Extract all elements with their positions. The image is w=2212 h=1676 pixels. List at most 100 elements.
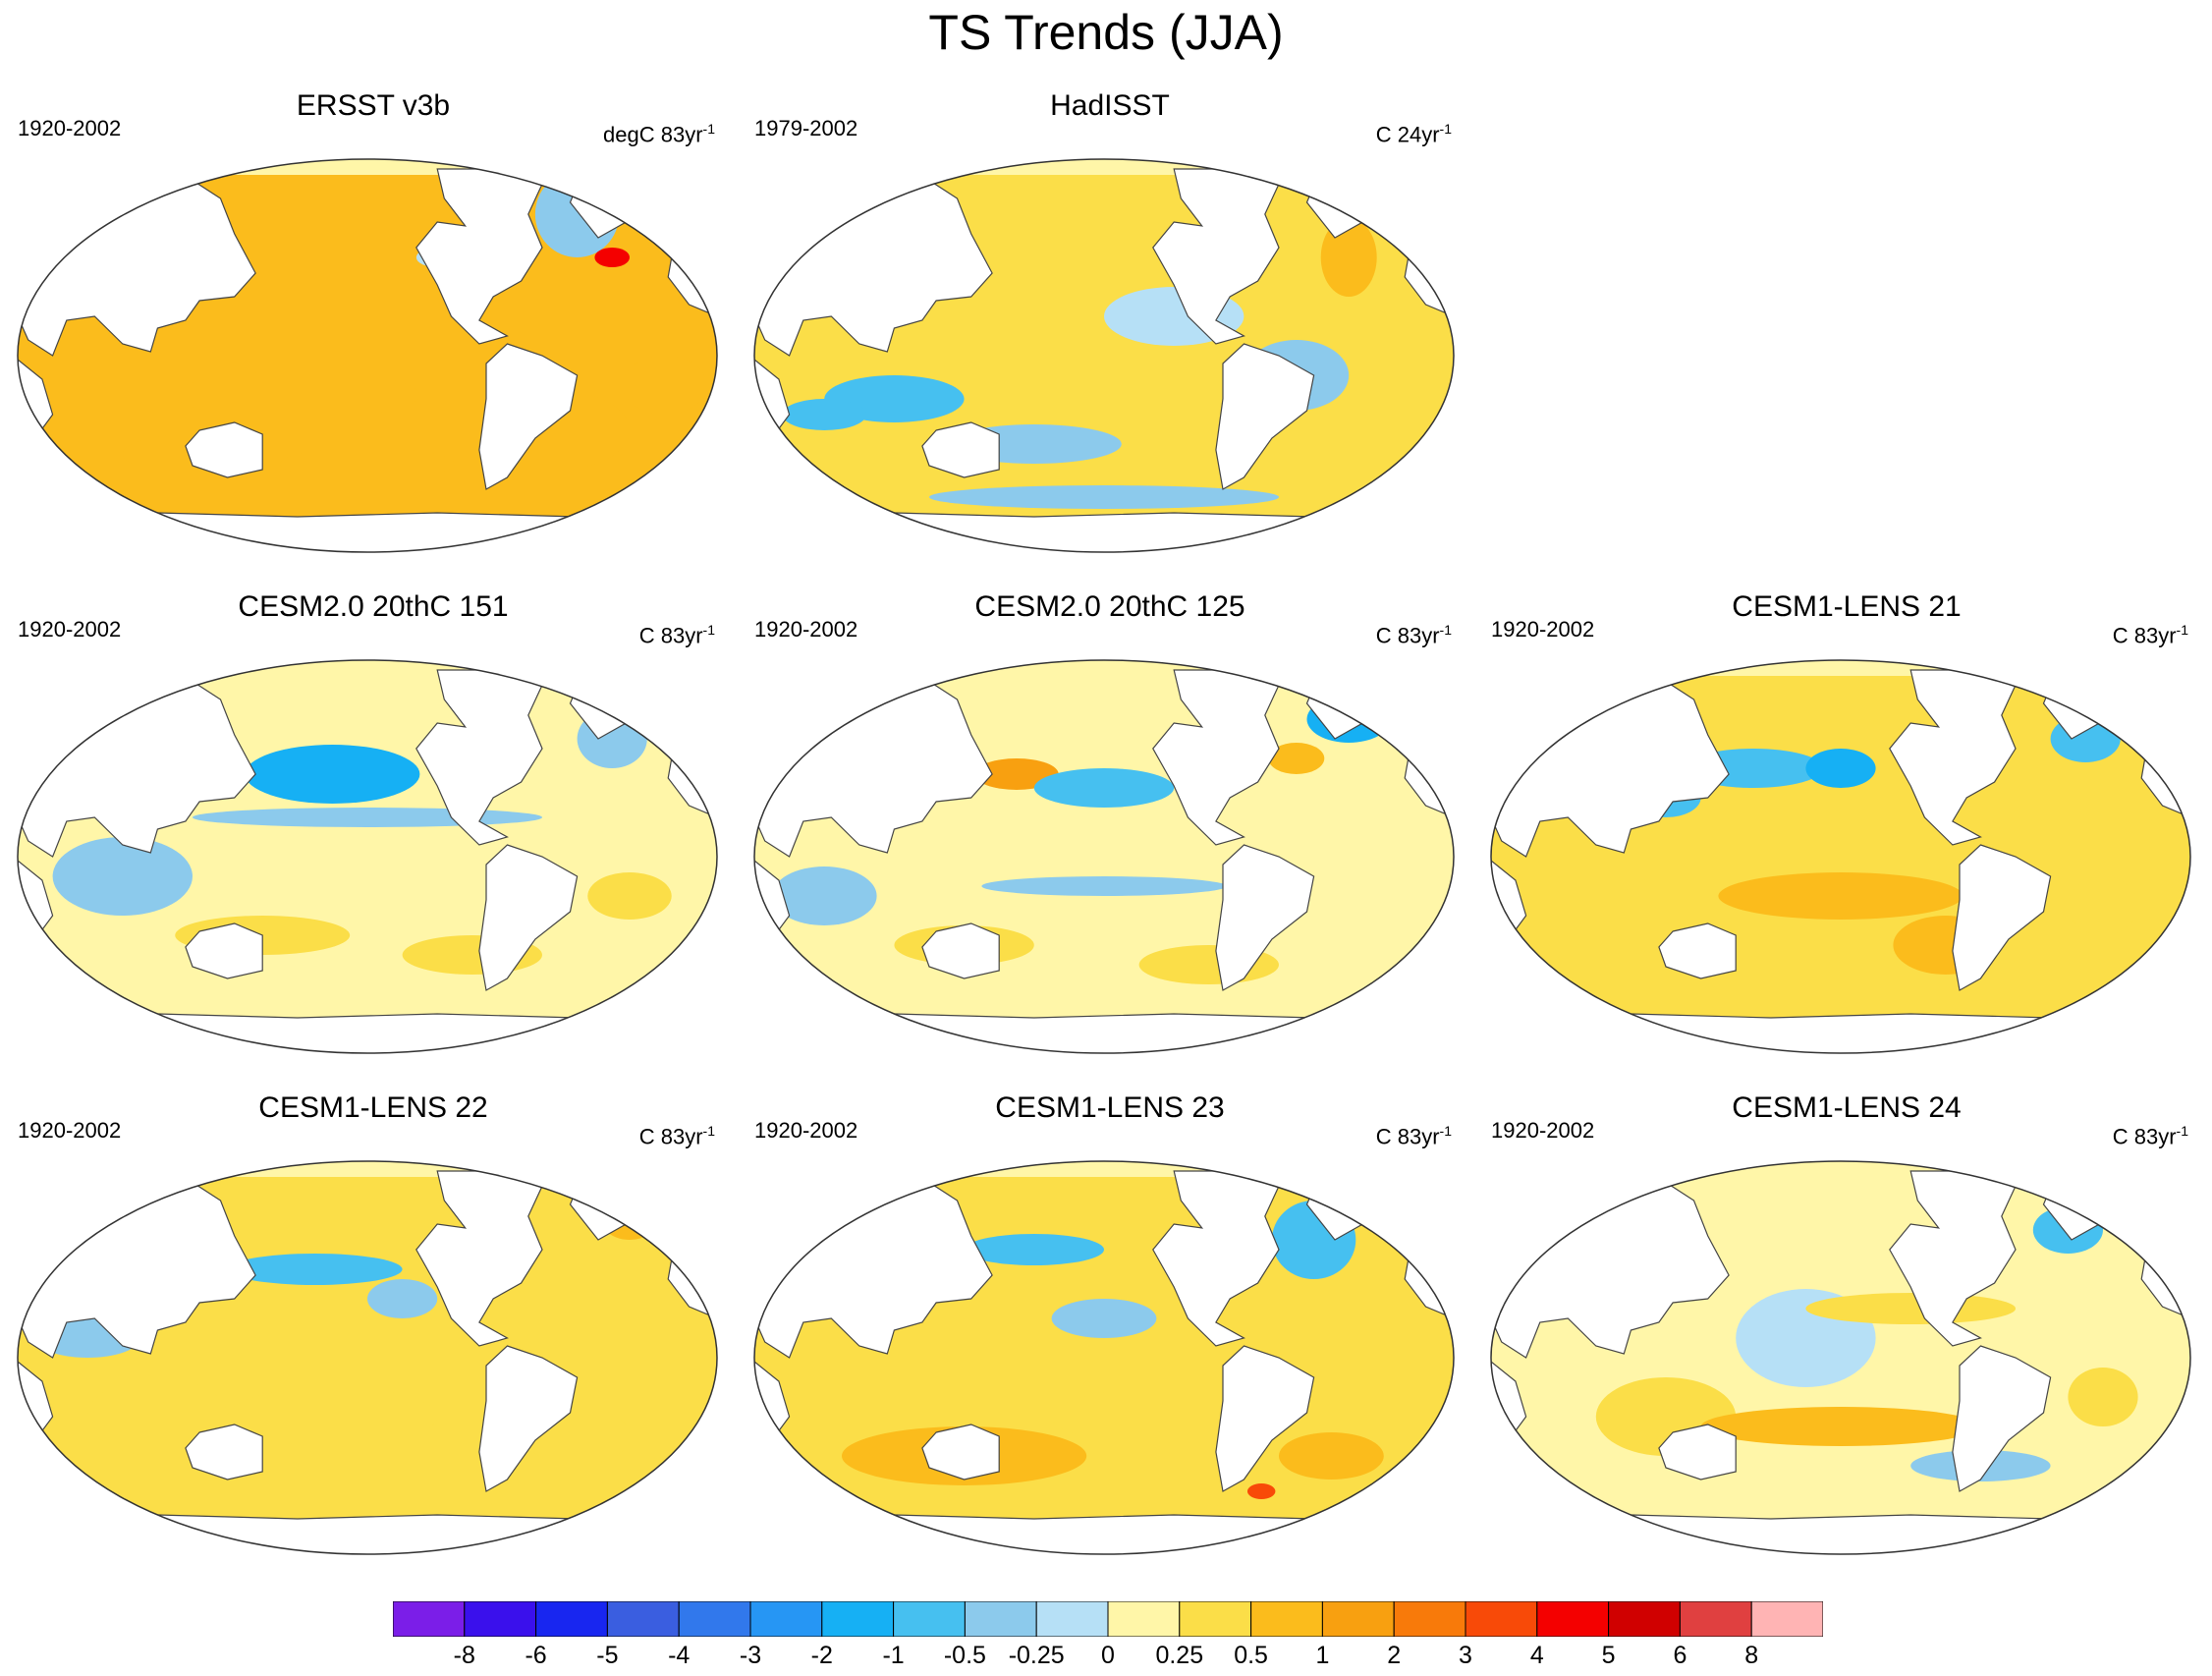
trend-anomaly [1247,1483,1275,1499]
map-panel-lens21: CESM1-LENS 21 1920-2002 C 83yr-1 [1483,589,2210,1066]
arctic-strip [747,656,1473,676]
colorbar-swatch [607,1601,679,1637]
units-text: C 24yr [1376,122,1440,146]
units-exponent: -1 [1440,1123,1452,1139]
units-exponent: -1 [703,622,715,638]
colorbar-swatch [1180,1601,1251,1637]
arctic-strip [747,155,1473,175]
trend-anomaly [2068,1368,2137,1426]
map-field [10,1157,737,1558]
colorbar-tick-label: 5 [1570,1641,1648,1670]
figure-title: TS Trends (JJA) [0,2,2212,63]
land-antarctica [18,513,717,556]
trend-anomaly [965,1234,1104,1265]
map-field [10,656,737,1057]
panel-period: 1979-2002 [754,115,857,142]
colorbar-swatch [465,1601,536,1637]
map-panel-lens23: CESM1-LENS 23 1920-2002 C 83yr-1 [747,1090,1473,1567]
arctic-strip [1483,656,2210,676]
trend-anomaly [245,745,419,804]
trend-anomaly [280,448,455,479]
panel-units: C 83yr-1 [639,1117,715,1150]
panel-period: 1920-2002 [18,115,121,142]
colorbar-swatch [1394,1601,1465,1637]
land-antarctica [754,1014,1454,1057]
colorbar-tick-label: 1 [1283,1641,1361,1670]
map-svg [1483,1090,2210,1567]
trend-anomaly [193,808,542,827]
colorbar-tick-label: 8 [1712,1641,1791,1670]
units-text: degC 83yr [603,122,703,146]
map-field [747,656,1473,1057]
trend-anomaly [981,876,1226,896]
colorbar-swatch [1751,1601,1823,1637]
map-panel-lens24: CESM1-LENS 24 1920-2002 C 83yr-1 [1483,1090,2210,1567]
colorbar-swatch [393,1601,465,1637]
map-svg [10,1090,737,1567]
units-text: C 83yr [2113,1124,2177,1148]
map-svg [747,88,1473,565]
map-field [1483,656,2210,1057]
units-text: C 83yr [1376,623,1440,647]
colorbar-tick-label: 0.5 [1212,1641,1291,1670]
colorbar-tick-label: -2 [783,1641,861,1670]
colorbar-swatch [1609,1601,1681,1637]
colorbar-tick-label: -6 [497,1641,576,1670]
map-svg [747,589,1473,1066]
land-antarctica [1491,1014,2190,1057]
map-svg [10,88,737,565]
panel-period: 1920-2002 [754,1117,857,1145]
trend-anomaly [782,399,865,430]
colorbar-swatch [1108,1601,1180,1637]
arctic-strip [10,155,737,175]
map-panel-lens22: CESM1-LENS 22 1920-2002 C 83yr-1 [10,1090,737,1567]
colorbar-tick-label: -5 [568,1641,646,1670]
units-exponent: -1 [1440,121,1452,137]
units-text: C 83yr [1376,1124,1440,1148]
colorbar-swatch [822,1601,894,1637]
colorbar-swatch [1322,1601,1394,1637]
map-panel-cesm2-151: CESM2.0 20thC 151 1920-2002 C 83yr-1 [10,589,737,1066]
colorbar-tick-label: -3 [711,1641,790,1670]
units-exponent: -1 [2177,622,2188,638]
colorbar-tick-label: -8 [425,1641,504,1670]
trend-anomaly [623,356,706,415]
units-text: C 83yr [639,1124,703,1148]
arctic-strip [1483,1157,2210,1177]
arctic-strip [747,1157,1473,1177]
panel-period: 1920-2002 [1491,1117,1594,1145]
panel-period: 1920-2002 [18,1117,121,1145]
trend-anomaly [53,837,193,916]
colorbar-swatch [894,1601,966,1637]
land-antarctica [18,1515,717,1558]
panel-units: degC 83yr-1 [603,115,715,148]
colorbar-tick-label: 0.25 [1140,1641,1219,1670]
map-field [1483,1157,2210,1558]
units-text: C 83yr [2113,623,2177,647]
colorbar-swatch [536,1601,608,1637]
land-antarctica [754,513,1454,556]
trend-anomaly [587,872,671,920]
colorbar-tick-label: -1 [855,1641,933,1670]
units-exponent: -1 [703,121,715,137]
land-antarctica [754,1515,1454,1558]
colorbar-swatch [1537,1601,1609,1637]
colorbar-tick-label: 2 [1355,1641,1433,1670]
colorbar-swatch [1465,1601,1537,1637]
units-exponent: -1 [2177,1123,2188,1139]
colorbar-tick-label: 4 [1498,1641,1576,1670]
colorbar-swatch [679,1601,750,1637]
colorbar-tick-label: -0.5 [925,1641,1004,1670]
trend-anomaly [1052,1299,1157,1338]
panel-period: 1920-2002 [1491,616,1594,643]
colorbar [393,1601,1823,1637]
units-text: C 83yr [639,623,703,647]
panel-units: C 83yr-1 [2113,616,2188,649]
trend-anomaly [594,248,630,267]
trend-anomaly [228,1254,403,1285]
map-field [10,155,737,556]
colorbar-swatch [965,1601,1036,1637]
panel-units: C 83yr-1 [2113,1117,2188,1150]
units-exponent: -1 [1440,622,1452,638]
units-exponent: -1 [703,1123,715,1139]
